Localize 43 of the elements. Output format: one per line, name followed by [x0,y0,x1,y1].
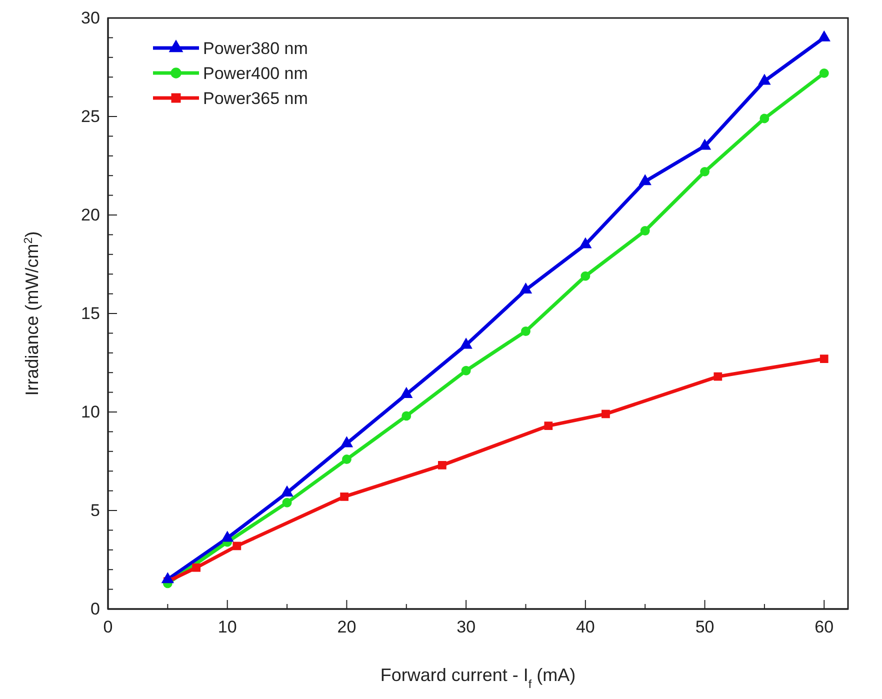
y-tick-label: 0 [90,599,100,618]
x-tick-label: 20 [337,617,356,636]
point [640,226,650,236]
point [342,454,352,464]
point [192,563,201,572]
x-tick-label: 10 [218,617,237,636]
y-tick-label: 20 [80,205,100,224]
y-tick-label: 15 [80,304,100,323]
point [438,461,446,470]
legend-label: Power380 nm [203,38,308,58]
point [820,354,828,363]
point [282,498,292,508]
point [519,282,532,294]
point [340,492,349,501]
point [580,271,590,281]
y-tick-label: 25 [80,106,100,126]
point [700,166,710,176]
x-axis-title: Forward current - I$_{f}$ (mA) [380,665,576,690]
point [760,114,770,124]
point [818,30,830,42]
point [638,174,652,186]
x-tick-label: 50 [695,617,714,636]
legend-label: Power365 nm [203,88,308,108]
x-tick-label: 0 [103,617,113,636]
point [521,326,530,336]
point [460,338,472,349]
x-tick-label: 40 [576,617,595,636]
y-tick-label: 30 [80,8,100,28]
point [461,366,471,376]
y-tick-label: 10 [80,402,100,422]
legend-label: Power400 nm [203,64,308,83]
x-tick-label: 60 [814,617,834,636]
point [819,68,829,78]
point [714,372,722,381]
point [698,138,712,150]
point [758,74,771,85]
point [544,422,553,430]
point [579,237,592,248]
point [232,542,242,550]
point [402,411,412,421]
point [602,410,610,418]
x-tick-label: 30 [456,617,476,636]
y-tick-label: 5 [90,500,100,520]
